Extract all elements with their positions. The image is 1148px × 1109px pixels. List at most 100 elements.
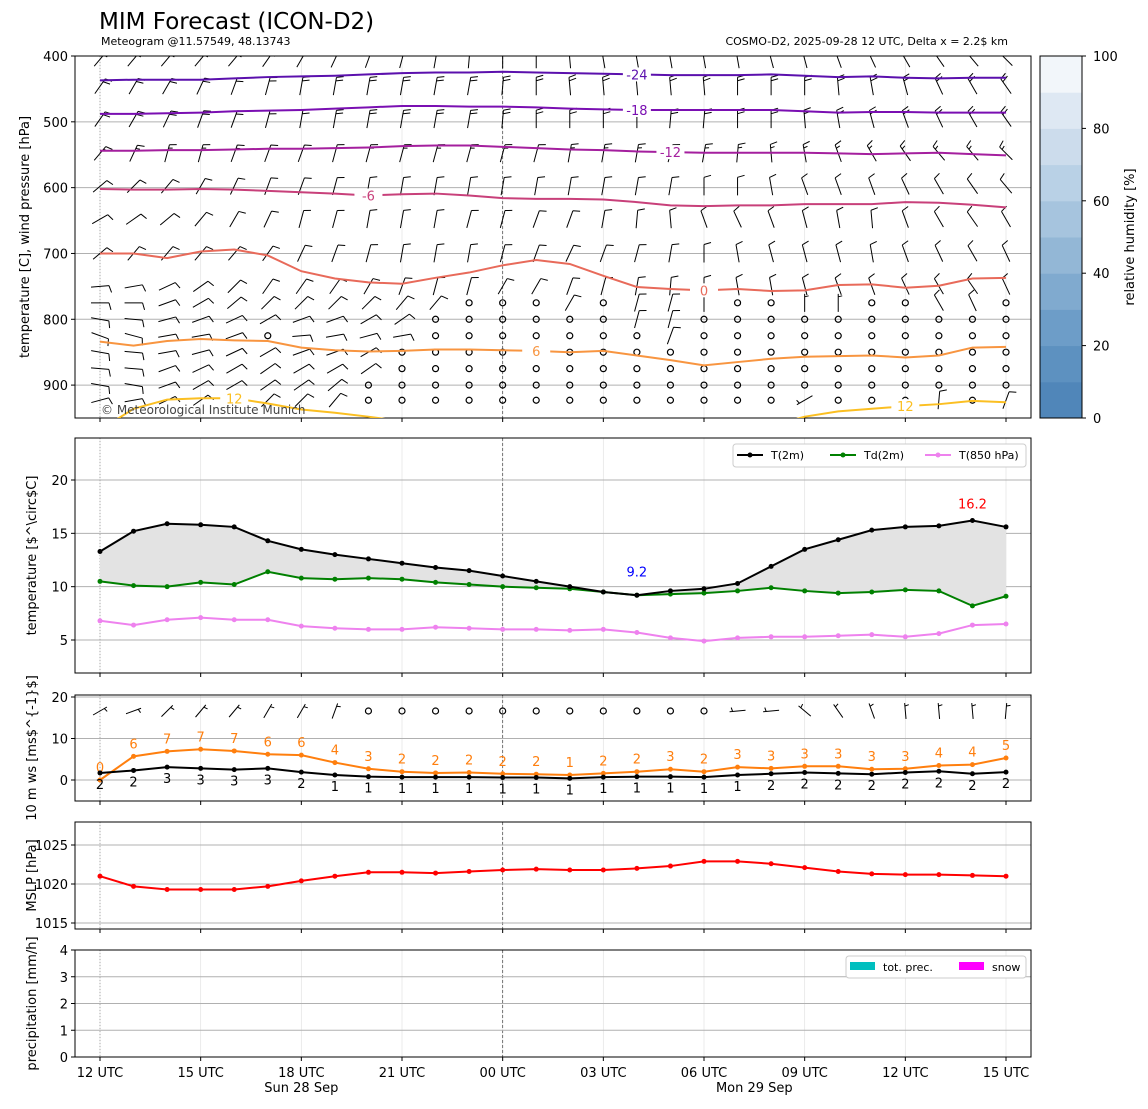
- data-point: [634, 592, 640, 598]
- calm-wind-circle: [767, 381, 775, 389]
- wind-barb: [971, 702, 977, 720]
- wind-barb: [967, 105, 978, 128]
- panel-frame: [74, 55, 1032, 419]
- x-tick-label: 12 UTC: [77, 1066, 123, 1081]
- isotherm-line: [117, 397, 1007, 418]
- data-point: [231, 886, 237, 892]
- wind-barb: [901, 106, 910, 128]
- wind-barb: [870, 207, 878, 229]
- wind-barb: [499, 209, 513, 229]
- wind-barb: [296, 56, 308, 68]
- wind-value-label: 7: [197, 730, 205, 745]
- y-tick-label: 400: [43, 50, 68, 65]
- y-tick-label: 3: [60, 971, 68, 986]
- wind-barb: [466, 277, 479, 296]
- wind-barb: [91, 350, 111, 362]
- wind-barb: [361, 296, 382, 310]
- data-point: [802, 546, 808, 552]
- data-point: [768, 585, 774, 591]
- data-point: [298, 546, 304, 552]
- wind-barb: [298, 209, 311, 229]
- wind-barb: [602, 74, 610, 96]
- wind-barb: [264, 76, 278, 96]
- calm-wind-circle: [532, 381, 540, 389]
- calm-wind-circle: [868, 332, 876, 340]
- calm-wind-circle: [935, 365, 943, 373]
- isotherm-label: 0: [700, 284, 708, 299]
- colorbar-tick-label: 40: [1093, 267, 1110, 282]
- wind-barb: [499, 244, 513, 263]
- data-point: [634, 774, 640, 780]
- wind-barb: [1002, 56, 1013, 67]
- calm-wind-circle: [700, 381, 708, 389]
- wind-barb: [124, 398, 147, 406]
- mslp-line: [99, 860, 1007, 891]
- calm-wind-circle: [700, 707, 708, 715]
- wind-barb: [433, 76, 445, 96]
- wind-barb: [801, 206, 809, 229]
- wind-barb: [192, 364, 214, 373]
- wind-value-label: 7: [163, 732, 171, 747]
- wind-barb: [566, 277, 581, 295]
- calm-wind-circle: [935, 332, 943, 340]
- wind-barb: [158, 365, 181, 373]
- calm-wind-circle: [532, 332, 540, 340]
- wind-barb: [226, 363, 248, 374]
- calm-wind-circle: [733, 381, 742, 389]
- wind-value-label: 3: [901, 750, 909, 765]
- wind-barb: [433, 56, 437, 69]
- legend-swatch: [959, 962, 984, 970]
- data-point: [701, 858, 707, 864]
- wind-barb: [566, 210, 581, 228]
- wind-barb: [225, 347, 248, 357]
- panel-frame: [74, 437, 1032, 674]
- calm-wind-circle: [868, 348, 876, 356]
- wind-barb: [228, 246, 247, 261]
- wind-value-label: 2: [431, 754, 439, 769]
- wind-barb: [466, 209, 479, 229]
- wind-barb: [191, 349, 214, 357]
- wind-barb: [294, 296, 315, 310]
- x-tick-label: 15 UTC: [177, 1066, 223, 1081]
- y-tick-label: 500: [43, 116, 68, 131]
- data-point: [399, 626, 405, 632]
- wind-barb: [796, 395, 813, 406]
- wind-barb: [264, 109, 278, 129]
- data-point: [466, 582, 472, 588]
- dewpoint-spread-fill: [100, 520, 1006, 606]
- extreme-annotation: 9.2: [627, 566, 648, 581]
- wind-barb: [433, 209, 445, 229]
- data-point: [500, 573, 506, 579]
- wind-barb: [601, 176, 613, 196]
- wind-barb: [195, 704, 208, 718]
- wind-barb: [328, 296, 348, 310]
- data-point: [332, 873, 338, 879]
- data-point: [802, 770, 808, 776]
- data-point: [97, 618, 103, 624]
- wind-barb: [834, 173, 842, 195]
- series-line-gust: [99, 748, 1007, 781]
- data-point: [164, 617, 170, 623]
- wind-barb: [599, 244, 614, 263]
- data-point: [365, 774, 371, 780]
- wind-barb: [801, 173, 809, 195]
- wind-barb: [934, 72, 944, 95]
- wind-barb: [801, 240, 809, 263]
- calm-wind-circle: [901, 365, 909, 373]
- data-point: [600, 774, 606, 780]
- wind-barb: [901, 273, 910, 295]
- data-point: [265, 751, 271, 757]
- wind-barb: [602, 56, 606, 69]
- extreme-annotation: 16.2: [958, 497, 987, 512]
- wind-barb: [634, 176, 646, 196]
- wind-barb: [467, 109, 478, 129]
- data-point: [533, 578, 539, 584]
- data-point: [466, 770, 472, 776]
- calm-wind-circle: [465, 365, 473, 373]
- wind-barb: [467, 176, 478, 196]
- data-point: [198, 615, 204, 621]
- calm-wind-circle: [364, 381, 373, 389]
- calm-wind-circle: [834, 315, 842, 323]
- data-point: [936, 523, 942, 529]
